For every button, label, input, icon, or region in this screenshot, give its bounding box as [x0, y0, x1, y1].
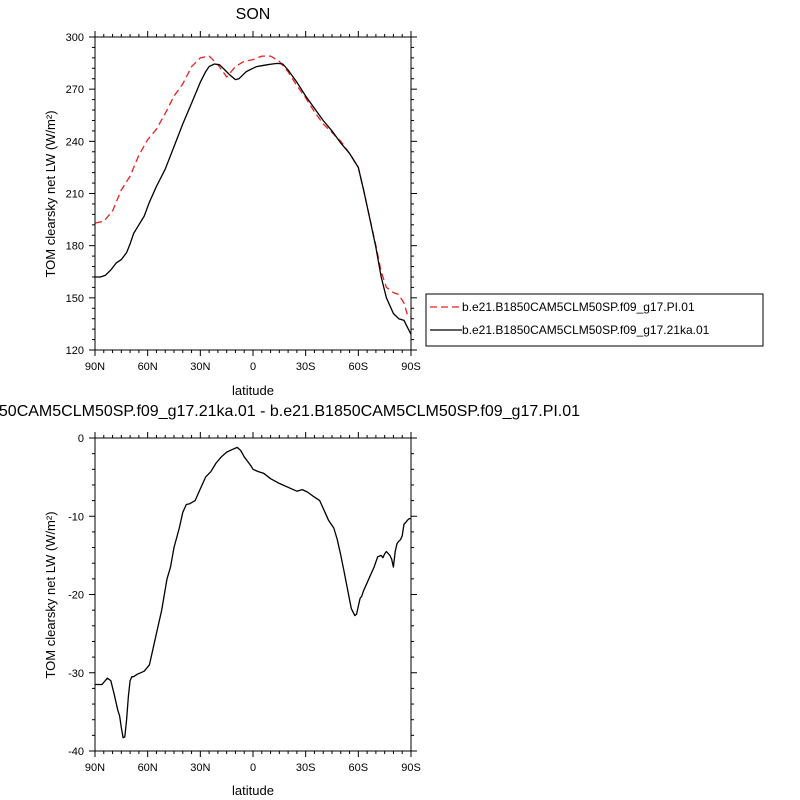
top-y-tick-label: 240 — [66, 136, 84, 148]
bottom-y-axis-label: TOM clearsky net LW (W/m²) — [43, 511, 58, 678]
top-x-axis-label: latitude — [232, 383, 274, 398]
top-chart-panel: SON 90N 60N 30N 0 30S 60S 90S 120 150 180 210 240 27… — [43, 6, 764, 398]
top-x-tick-label: 90N — [85, 361, 105, 373]
top-x-tick-label: 60S — [349, 361, 369, 373]
top-chart-title: SON — [236, 6, 271, 23]
bottom-chart-panel: b.e21.B1850CAM5CLM50SP.f09_g17.21ka.01 -… — [0, 403, 580, 798]
legend: b.e21.B1850CAM5CLM50SP.f09_g17.PI.01 b.e… — [425, 293, 764, 347]
top-x-tick-label: 30S — [296, 361, 316, 373]
bottom-x-tick-label: 60S — [349, 762, 369, 774]
bottom-y-tick-label: -30 — [68, 668, 84, 680]
bottom-x-tick-label: 60N — [138, 762, 158, 774]
top-y-tick-label: 210 — [66, 189, 84, 201]
bottom-x-tick-label: 30S — [296, 762, 316, 774]
top-plot-frame — [94, 36, 412, 351]
top-series-line-1 — [95, 62, 412, 335]
top-y-tick-label: 180 — [66, 241, 84, 253]
bottom-x-tick-label: 0 — [250, 762, 256, 774]
bottom-plot-frame — [94, 437, 412, 752]
legend-frame — [425, 293, 764, 347]
bottom-y-tick-label: -10 — [68, 511, 84, 523]
top-y-tick-label: 120 — [66, 345, 84, 357]
bottom-y-tick-label: -20 — [68, 590, 84, 602]
bottom-chart-ticks: 90N 60N 30N 0 30S 60S 90S -40 -30 -20 -10 0 — [68, 432, 421, 774]
top-x-tick-label: 90S — [401, 361, 421, 373]
top-x-tick-label: 0 — [250, 361, 256, 373]
top-y-tick-label: 150 — [66, 293, 84, 305]
top-y-axis-label: TOM clearsky net LW (W/m²) — [43, 110, 58, 277]
bottom-chart-lines — [95, 446, 411, 739]
top-x-tick-label: 30N — [190, 361, 210, 373]
bottom-x-tick-label: 30N — [190, 762, 210, 774]
top-chart-lines — [94, 55, 412, 335]
top-y-tick-label: 270 — [66, 84, 84, 96]
bottom-chart-title: b.e21.B1850CAM5CLM50SP.f09_g17.21ka.01 -… — [0, 403, 580, 420]
bottom-y-tick-label: 0 — [78, 433, 84, 445]
top-series-line-0 — [94, 55, 412, 318]
bottom-x-tick-label: 90S — [401, 762, 421, 774]
top-chart-ticks: 90N 60N 30N 0 30S 60S 90S 120 150 180 210 240 270 300 — [66, 31, 421, 373]
top-y-tick-label: 300 — [66, 32, 84, 44]
bottom-x-tick-label: 90N — [85, 762, 105, 774]
bottom-x-axis-label: latitude — [232, 783, 274, 798]
bottom-y-tick-label: -40 — [68, 746, 84, 758]
bottom-series-line-0 — [95, 446, 411, 739]
legend-label-pi: b.e21.B1850CAM5CLM50SP.f09_g17.PI.01 — [462, 300, 695, 314]
top-x-tick-label: 60N — [138, 361, 158, 373]
legend-label-21ka: b.e21.B1850CAM5CLM50SP.f09_g17.21ka.01 — [462, 323, 710, 337]
